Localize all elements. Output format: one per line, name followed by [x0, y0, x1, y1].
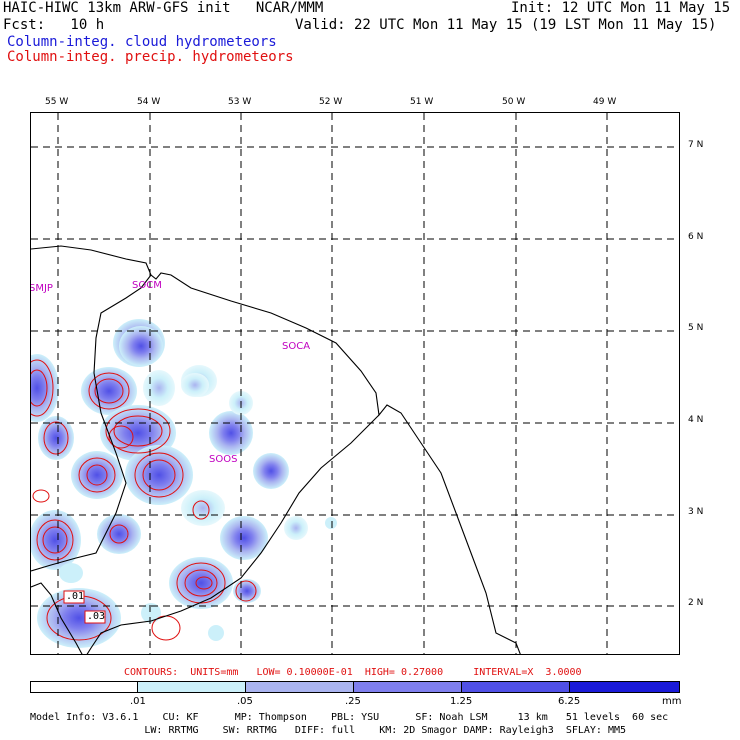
- colorbar-swatch: [137, 681, 246, 693]
- lat-label: 2 N: [688, 598, 704, 608]
- lon-label: 53 W: [228, 97, 252, 107]
- colorbar-label: .25: [345, 696, 361, 707]
- lat-label: 4 N: [688, 415, 704, 425]
- valid-time: Valid: 22 UTC Mon 11 May 15 (19 LST Mon …: [295, 17, 717, 33]
- colorbar-swatch: [569, 681, 680, 693]
- lat-label: 7 N: [688, 140, 704, 150]
- model-info: LW: RRTMG SW: RRTMG DIFF: full KM: 2D Sm…: [30, 725, 627, 736]
- colorbar-label: .01: [130, 696, 146, 707]
- colorbar-label: 6.25: [558, 696, 581, 707]
- map-canvas: [31, 113, 679, 654]
- lon-label: 52 W: [319, 97, 343, 107]
- precip-contours: [31, 359, 257, 641]
- lat-label: 5 N: [688, 323, 704, 333]
- lon-label: 54 W: [137, 97, 161, 107]
- legend-precip: Column-integ. precip. hydrometeors: [7, 49, 294, 65]
- contour-label: .01: [66, 591, 85, 602]
- colorbar-label: .05: [237, 696, 253, 707]
- contours-note: CONTOURS: UNITS=mm LOW= 0.10000E-01 HIGH…: [124, 667, 582, 678]
- colorbar-swatch: [353, 681, 462, 693]
- lat-lon-grid: [31, 113, 679, 654]
- station-label: SOCM: [132, 280, 162, 291]
- colorbar-swatch: [245, 681, 354, 693]
- contour-label: .03: [87, 611, 106, 622]
- colorbar-units: mm: [662, 696, 682, 707]
- station-label: SOCA: [282, 341, 311, 352]
- model-info: Model Info: V3.6.1 CU: KF MP: Thompson P…: [30, 712, 669, 723]
- init-time: Init: 12 UTC Mon 11 May 15: [511, 0, 731, 16]
- map-panel: .01 .03 SMJP SOCM SOCA SOOS: [30, 112, 680, 655]
- lon-label: 50 W: [502, 97, 526, 107]
- station-label: SOOS: [209, 454, 238, 465]
- legend-cloud: Column-integ. cloud hydrometeors: [7, 34, 277, 50]
- colorbar-swatch: [461, 681, 570, 693]
- colorbar-swatch: [30, 681, 138, 693]
- lon-label: 55 W: [45, 97, 69, 107]
- lat-label: 6 N: [688, 232, 704, 242]
- contour-label-box: [63, 590, 106, 624]
- header-title: HAIC-HIWC 13km ARW-GFS init NCAR/MMM: [3, 0, 324, 16]
- lat-label: 3 N: [688, 507, 704, 517]
- coastline: [31, 245, 521, 654]
- forecast-hour: Fcst: 10 h: [3, 17, 105, 33]
- lon-label: 49 W: [593, 97, 617, 107]
- lon-label: 51 W: [410, 97, 434, 107]
- station-label: SMJP: [30, 283, 53, 294]
- colorbar-label: 1.25: [450, 696, 473, 707]
